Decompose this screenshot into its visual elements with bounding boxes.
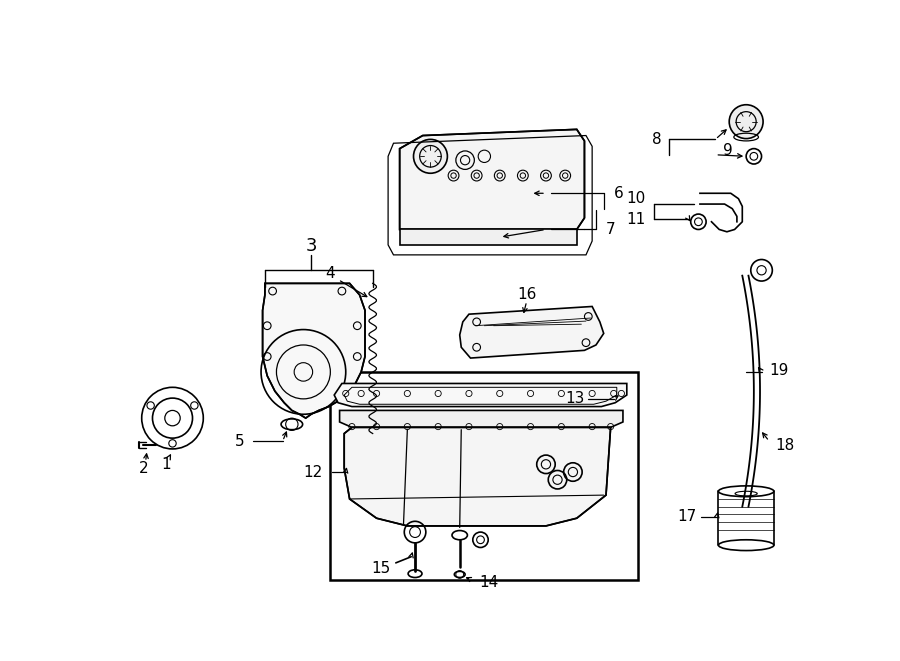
Polygon shape: [400, 229, 577, 245]
Text: 19: 19: [770, 363, 788, 378]
Text: 12: 12: [303, 465, 322, 479]
Text: 5: 5: [235, 434, 244, 449]
Text: 16: 16: [517, 288, 536, 303]
Bar: [330, 372, 638, 580]
Text: 9: 9: [723, 143, 733, 158]
Polygon shape: [339, 410, 623, 428]
Text: 7: 7: [606, 222, 616, 237]
Text: 6: 6: [614, 186, 624, 201]
Text: 3: 3: [305, 237, 317, 254]
Polygon shape: [263, 284, 365, 418]
Text: 18: 18: [776, 438, 795, 453]
Polygon shape: [344, 428, 610, 526]
Text: 2: 2: [139, 461, 148, 476]
Circle shape: [729, 104, 763, 139]
Text: 4: 4: [326, 266, 335, 281]
Polygon shape: [400, 130, 584, 229]
Polygon shape: [460, 307, 604, 358]
Text: 1: 1: [161, 457, 171, 472]
Text: 15: 15: [371, 561, 391, 576]
Text: 14: 14: [479, 574, 499, 590]
Polygon shape: [334, 383, 626, 407]
Text: 13: 13: [565, 391, 584, 407]
Text: 10: 10: [626, 191, 646, 206]
Text: 11: 11: [626, 212, 646, 227]
Text: 17: 17: [677, 509, 696, 524]
Text: 8: 8: [652, 132, 662, 147]
Circle shape: [413, 139, 447, 173]
